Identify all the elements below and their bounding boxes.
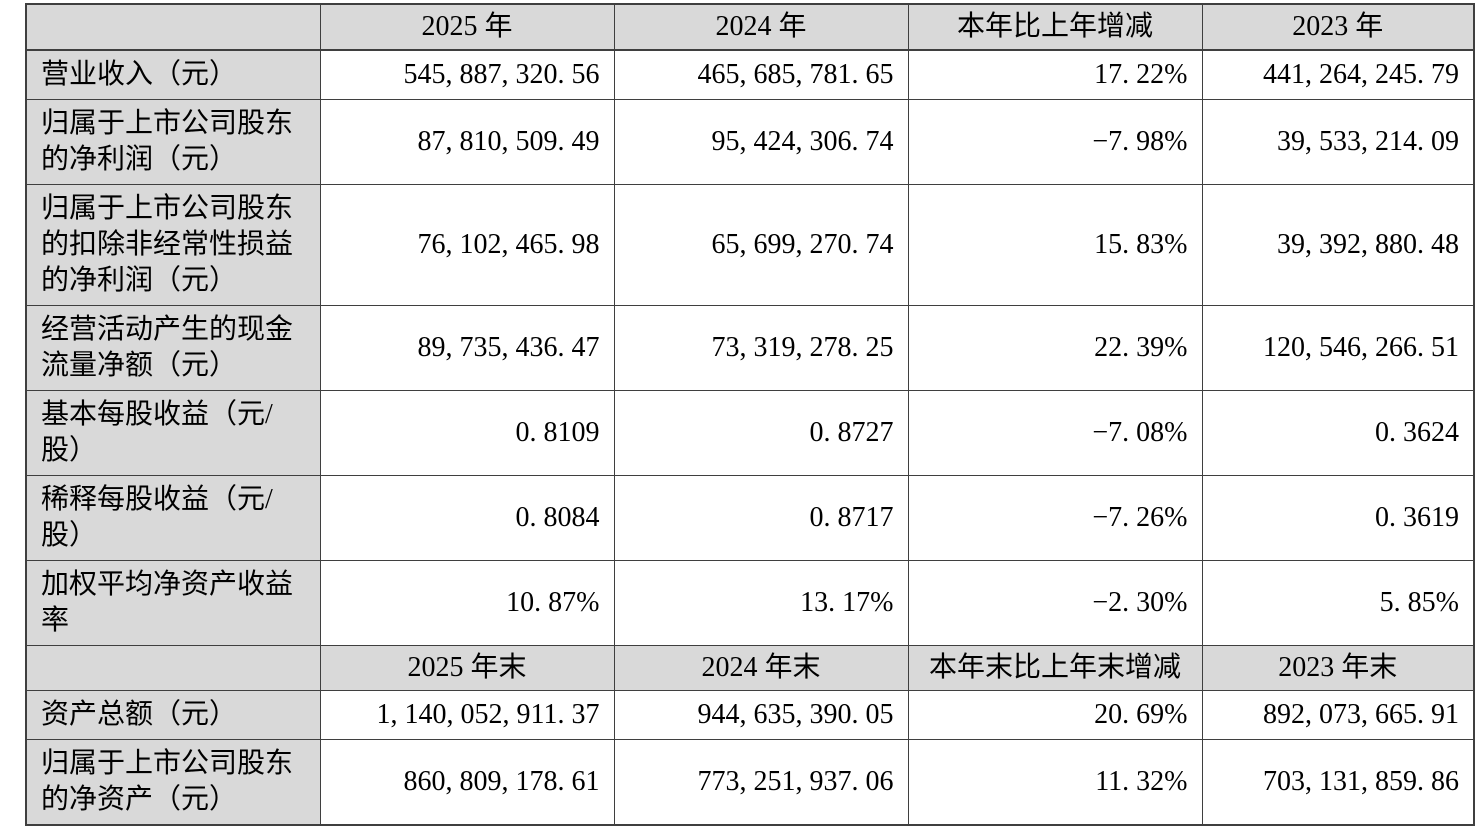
- value-2024: 65, 699, 270. 74: [613, 184, 909, 306]
- value-2023: 441, 264, 245. 79: [1201, 49, 1475, 100]
- table-row-total-assets: 资产总额（元） 1, 140, 052, 911. 37 944, 635, 3…: [25, 690, 1475, 740]
- financial-summary-table: 2025 年 2024 年 本年比上年增减 2023 年 营业收入（元） 545…: [25, 3, 1475, 826]
- eoy-header-2024: 2024 年末: [613, 645, 909, 691]
- value-2023: 892, 073, 665. 91: [1201, 690, 1475, 740]
- table-row-basic-eps: 基本每股收益（元/ 股） 0. 8109 0. 8727 −7. 08% 0. …: [25, 390, 1475, 476]
- value-2024: 0. 8717: [613, 475, 909, 561]
- row-label-operating-cash-flow: 经营活动产生的现金 流量净额（元）: [25, 305, 321, 391]
- value-change: 11. 32%: [907, 739, 1203, 826]
- value-2023: 5. 85%: [1201, 560, 1475, 646]
- value-2025: 10. 87%: [319, 560, 615, 646]
- value-change: 17. 22%: [907, 49, 1203, 100]
- table-row-diluted-eps: 稀释每股收益（元/ 股） 0. 8084 0. 8717 −7. 26% 0. …: [25, 475, 1475, 561]
- value-2023: 39, 533, 214. 09: [1201, 99, 1475, 185]
- table-row-operating-revenue: 营业收入（元） 545, 887, 320. 56 465, 685, 781.…: [25, 49, 1475, 100]
- value-2025: 0. 8109: [319, 390, 615, 476]
- value-2025: 76, 102, 465. 98: [319, 184, 615, 306]
- table-row-weighted-avg-roe: 加权平均净资产收益 率 10. 87% 13. 17% −2. 30% 5. 8…: [25, 560, 1475, 646]
- table-row-net-assets: 归属于上市公司股东 的净资产（元） 860, 809, 178. 61 773,…: [25, 739, 1475, 826]
- value-2024: 0. 8727: [613, 390, 909, 476]
- value-change: −2. 30%: [907, 560, 1203, 646]
- table-row-net-profit-excl-nonrecurring: 归属于上市公司股东 的扣除非经常性损益 的净利润（元） 76, 102, 465…: [25, 184, 1475, 306]
- annual-header-blank-cell: [25, 3, 321, 51]
- value-change: −7. 98%: [907, 99, 1203, 185]
- row-label-weighted-avg-roe: 加权平均净资产收益 率: [25, 560, 321, 646]
- value-change: 22. 39%: [907, 305, 1203, 391]
- eoy-header-2023: 2023 年末: [1201, 645, 1475, 691]
- value-2025: 0. 8084: [319, 475, 615, 561]
- value-2024: 13. 17%: [613, 560, 909, 646]
- value-change: 20. 69%: [907, 690, 1203, 740]
- table-row-operating-cash-flow: 经营活动产生的现金 流量净额（元） 89, 735, 436. 47 73, 3…: [25, 305, 1475, 391]
- table-row-net-profit: 归属于上市公司股东 的净利润（元） 87, 810, 509. 49 95, 4…: [25, 99, 1475, 185]
- row-label-net-assets: 归属于上市公司股东 的净资产（元）: [25, 739, 321, 826]
- value-2023: 703, 131, 859. 86: [1201, 739, 1475, 826]
- eoy-header-2025: 2025 年末: [319, 645, 615, 691]
- value-2024: 944, 635, 390. 05: [613, 690, 909, 740]
- value-2023: 0. 3624: [1201, 390, 1475, 476]
- row-label-net-profit: 归属于上市公司股东 的净利润（元）: [25, 99, 321, 185]
- value-2023: 39, 392, 880. 48: [1201, 184, 1475, 306]
- row-label-diluted-eps: 稀释每股收益（元/ 股）: [25, 475, 321, 561]
- value-2024: 465, 685, 781. 65: [613, 49, 909, 100]
- annual-header-change: 本年比上年增减: [907, 3, 1203, 51]
- row-label-total-assets: 资产总额（元）: [25, 690, 321, 740]
- value-2024: 773, 251, 937. 06: [613, 739, 909, 826]
- annual-header-2025: 2025 年: [319, 3, 615, 51]
- value-2025: 545, 887, 320. 56: [319, 49, 615, 100]
- value-change: 15. 83%: [907, 184, 1203, 306]
- row-label-net-profit-excl-nonrecurring: 归属于上市公司股东 的扣除非经常性损益 的净利润（元）: [25, 184, 321, 306]
- value-2024: 95, 424, 306. 74: [613, 99, 909, 185]
- value-2023: 120, 546, 266. 51: [1201, 305, 1475, 391]
- annual-header-row: 2025 年 2024 年 本年比上年增减 2023 年: [25, 3, 1475, 51]
- annual-header-2023: 2023 年: [1201, 3, 1475, 51]
- value-change: −7. 26%: [907, 475, 1203, 561]
- value-2025: 860, 809, 178. 61: [319, 739, 615, 826]
- eoy-header-change: 本年末比上年末增减: [907, 645, 1203, 691]
- value-change: −7. 08%: [907, 390, 1203, 476]
- value-2025: 89, 735, 436. 47: [319, 305, 615, 391]
- eoy-header-row: 2025 年末 2024 年末 本年末比上年末增减 2023 年末: [25, 645, 1475, 691]
- value-2024: 73, 319, 278. 25: [613, 305, 909, 391]
- value-2025: 87, 810, 509. 49: [319, 99, 615, 185]
- value-2023: 0. 3619: [1201, 475, 1475, 561]
- row-label-basic-eps: 基本每股收益（元/ 股）: [25, 390, 321, 476]
- value-2025: 1, 140, 052, 911. 37: [319, 690, 615, 740]
- eoy-header-blank-cell: [25, 645, 321, 691]
- annual-header-2024: 2024 年: [613, 3, 909, 51]
- row-label-operating-revenue: 营业收入（元）: [25, 49, 321, 100]
